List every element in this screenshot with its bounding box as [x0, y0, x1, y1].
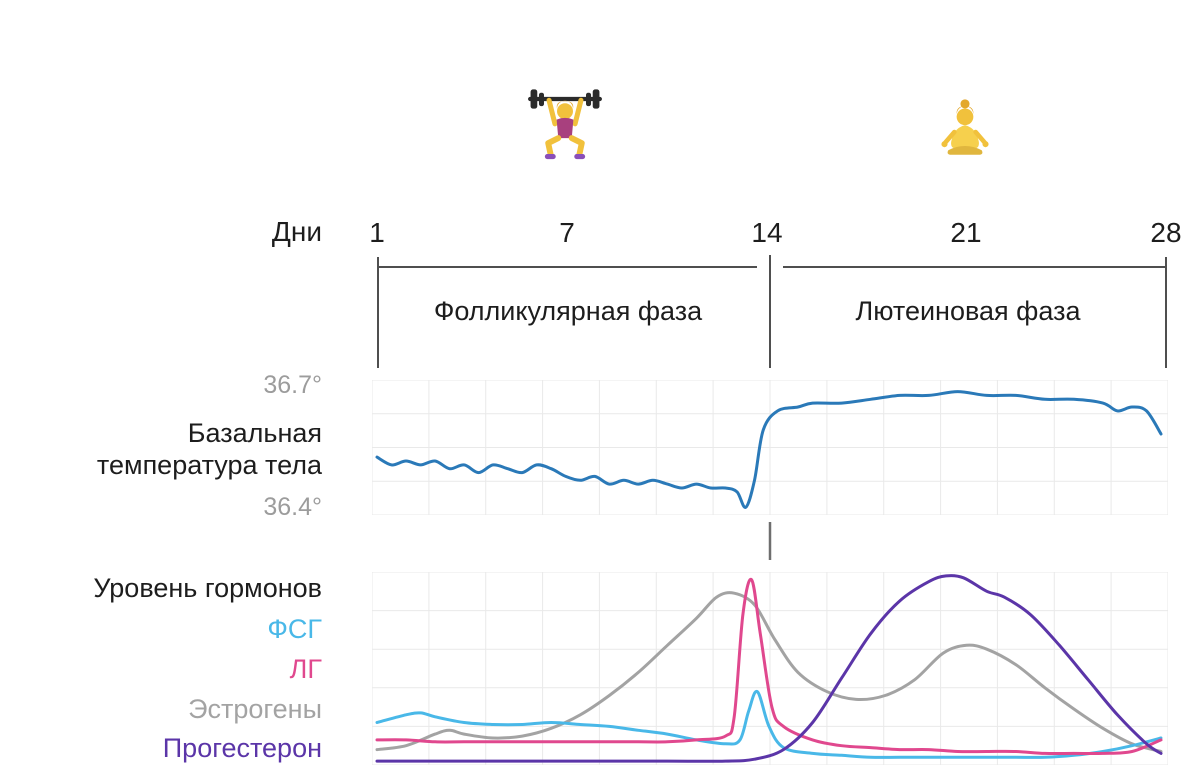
- legend-fsh-label: ФСГ: [267, 614, 322, 644]
- temp-title-line1: Базальная: [187, 418, 322, 448]
- fsh-curve: [375, 689, 1163, 759]
- days-axis-label: Дни: [271, 216, 322, 247]
- legend-progesterone-label: Прогестерон: [162, 733, 322, 763]
- day-tick-28: 28: [1150, 217, 1182, 248]
- temp-title-line2: температура тела: [96, 450, 322, 480]
- temp-axis-top-label: 36.7°: [263, 371, 322, 399]
- hormone-title: Уровень гормонов: [93, 573, 322, 603]
- hormones-chart: [372, 572, 1168, 765]
- lh-curve: [375, 577, 1163, 756]
- legend-estrogen-label: Эстрогены: [188, 694, 322, 724]
- weightlifter-emoji-icon: [523, 86, 607, 170]
- day-tick-7: 7: [559, 217, 575, 248]
- temp-axis-bottom-label: 36.4°: [263, 493, 322, 521]
- bbt-curve: [375, 390, 1163, 509]
- luteal-phase-label: Лютеиновая фаза: [855, 296, 1081, 326]
- day-tick-14: 14: [751, 217, 783, 248]
- bbt-chart: [372, 380, 1168, 515]
- meditation-emoji-icon: [927, 94, 1003, 170]
- follicular-phase-label: Фолликулярная фаза: [433, 296, 703, 326]
- day-tick-21: 21: [950, 217, 982, 248]
- legend-lh-label: ЛГ: [289, 654, 322, 684]
- day-tick-1: 1: [369, 217, 385, 248]
- estrogen-curve: [375, 591, 1163, 753]
- progesterone-curve: [375, 574, 1163, 763]
